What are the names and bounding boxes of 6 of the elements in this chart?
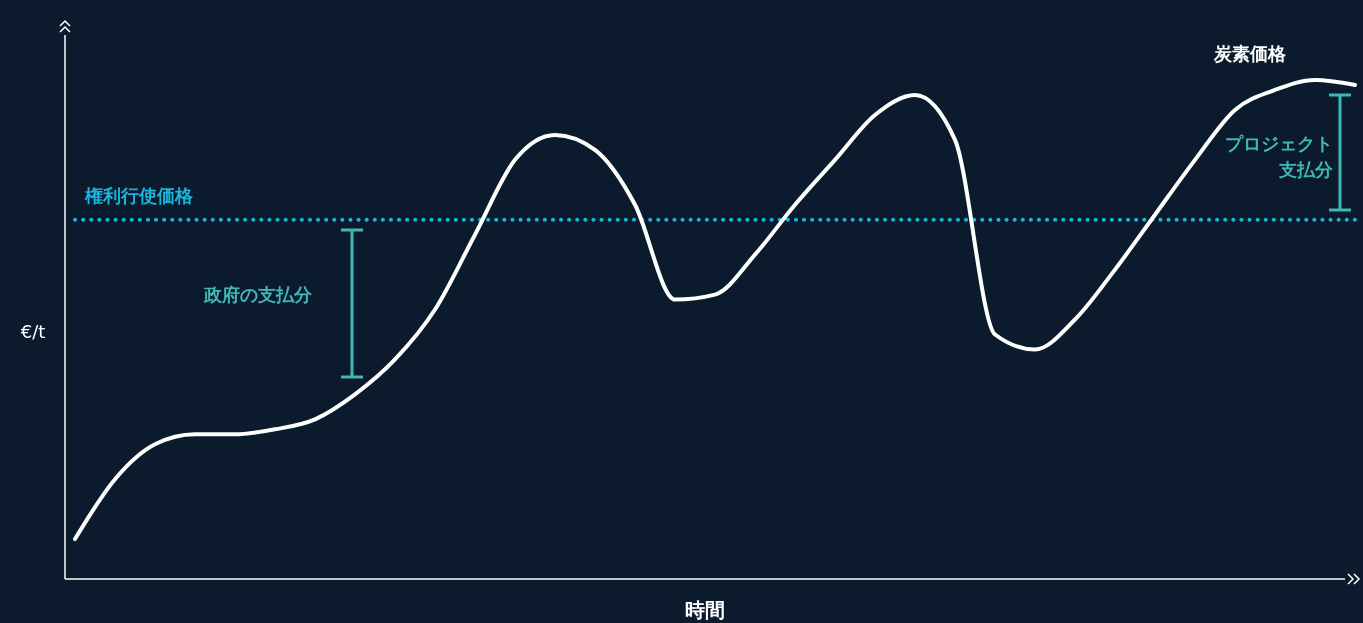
annotation: プロジェクト支払分: [1225, 133, 1334, 180]
series-label: 炭素価格: [1213, 43, 1287, 64]
annotation: 政府の支払分: [203, 284, 313, 305]
ref-line-label: 権利行使価格: [84, 184, 194, 206]
x-axis-title: 時間: [685, 598, 725, 622]
y-axis-title: €/t: [20, 321, 46, 342]
